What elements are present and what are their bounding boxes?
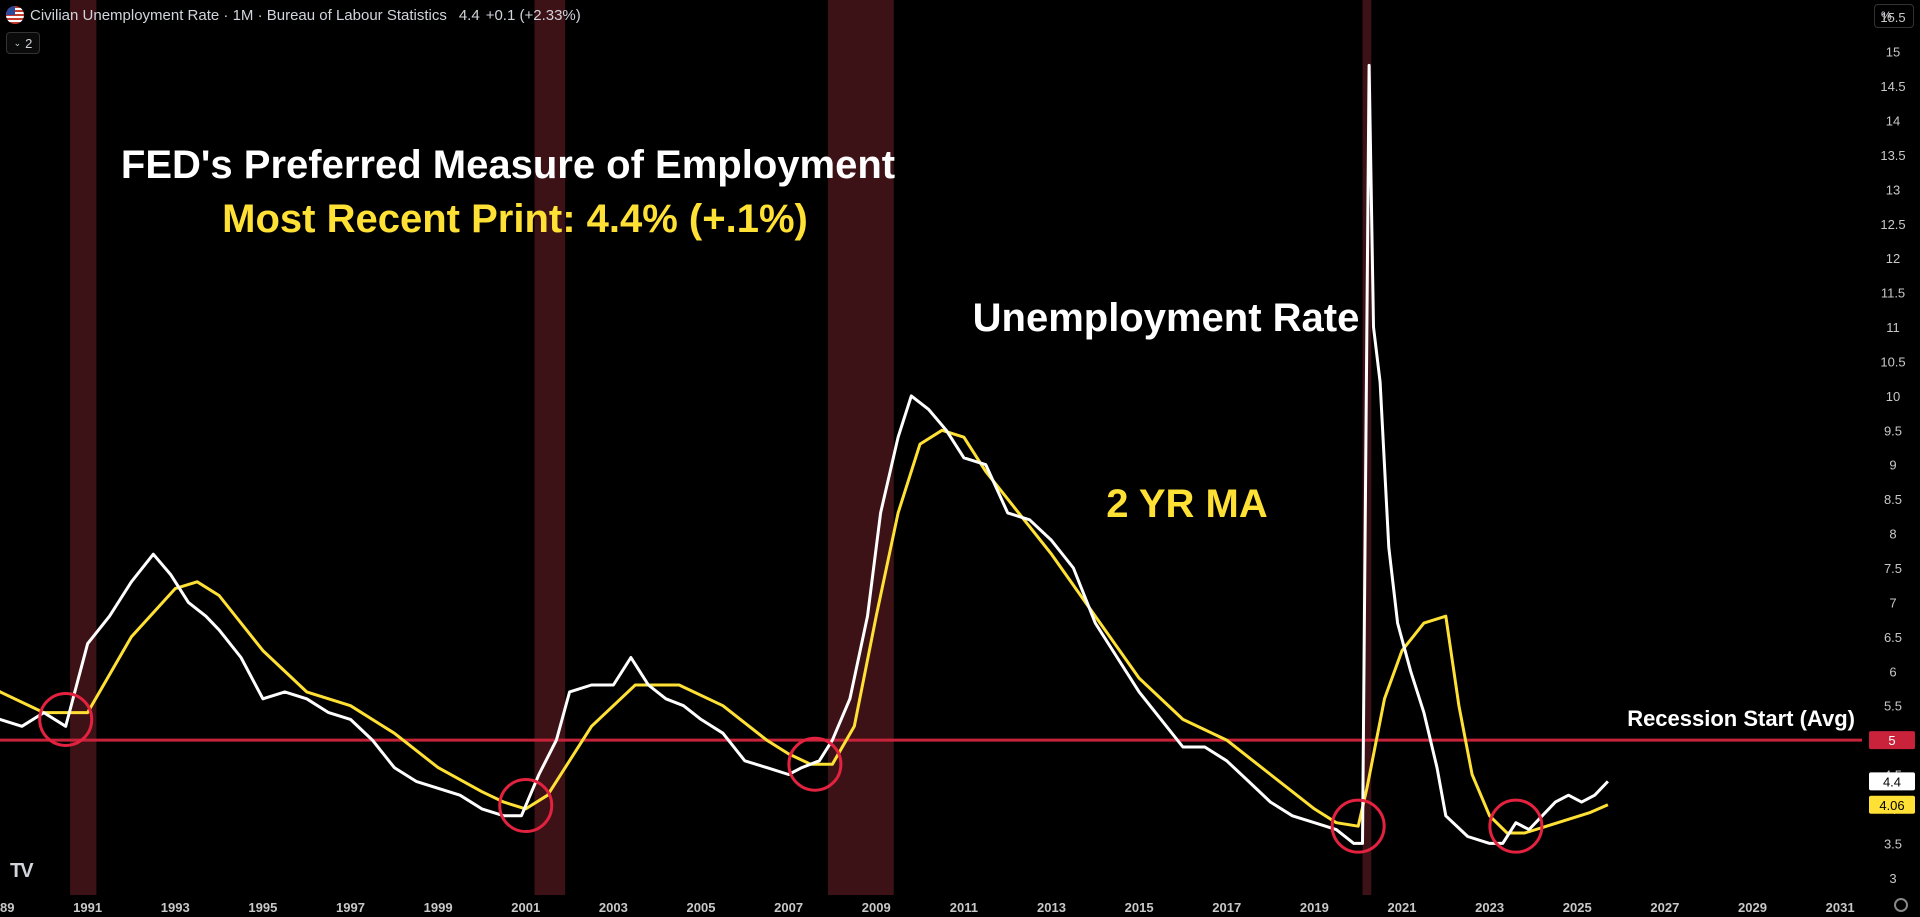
x-tick-label-21: 2031 — [1826, 900, 1855, 915]
subheadline: Most Recent Print: 4.4% (+.1%) — [222, 197, 808, 241]
x-tick-label-3: 1995 — [248, 900, 277, 915]
x-tick-label-0: 1989 — [0, 900, 14, 915]
series-line-1 — [0, 428, 1609, 835]
x-tick-label-14: 2017 — [1212, 900, 1241, 915]
y-tick-label-21: 13.5 — [1880, 148, 1905, 163]
y-tick-label-6: 6 — [1889, 664, 1896, 679]
x-tick-label-2: 1993 — [161, 900, 190, 915]
x-tick-label-13: 2015 — [1125, 900, 1154, 915]
y-tick-label-23: 14.5 — [1880, 79, 1905, 94]
y-tick-label-18: 12 — [1886, 251, 1900, 266]
x-tick-label-19: 2027 — [1650, 900, 1679, 915]
last-change: +0.1 (+2.33%) — [485, 6, 581, 24]
symbol-header[interactable]: Civilian Unemployment Rate · 1M · Bureau… — [6, 4, 581, 26]
x-tick-label-12: 2013 — [1037, 900, 1066, 915]
symbol-title: Civilian Unemployment Rate · 1M · Bureau… — [30, 6, 447, 24]
series-label-ma: 2 YR MA — [1106, 482, 1268, 526]
last-value-tag-ma-text: 4.06 — [1879, 798, 1904, 813]
y-tick-label-1: 3.5 — [1884, 836, 1902, 851]
y-tick-label-12: 9 — [1889, 458, 1896, 473]
y-tick-label-22: 14 — [1886, 113, 1900, 128]
x-tick-label-18: 2025 — [1563, 900, 1592, 915]
y-tick-label-11: 8.5 — [1884, 492, 1902, 507]
y-tick-label-17: 11.5 — [1881, 286, 1905, 301]
last-value-tag-unemployment-bg — [1869, 772, 1915, 791]
marker-circle-1 — [498, 778, 554, 833]
y-tick-label-0: 3 — [1889, 871, 1896, 886]
x-tick-label-16: 2021 — [1388, 900, 1417, 915]
series-group — [0, 63, 1609, 845]
indicators-toggle-button[interactable]: ⌄ 2 — [6, 32, 40, 54]
y-tick-label-16: 11 — [1886, 320, 1900, 335]
scale-percent-button[interactable]: % — [1874, 4, 1914, 28]
y-tick-label-14: 10 — [1886, 389, 1900, 404]
recession-band-1 — [534, 0, 566, 895]
x-tick-label-5: 1999 — [424, 900, 453, 915]
indicator-count: 2 — [25, 35, 33, 51]
us-flag-icon — [6, 6, 24, 24]
y-tick-label-13: 9.5 — [1884, 423, 1902, 438]
reference-value-tag-bg — [1869, 731, 1915, 750]
y-tick-label-25: 15.5 — [1880, 10, 1905, 25]
x-tick-label-8: 2005 — [687, 900, 716, 915]
x-tick-label-15: 2019 — [1300, 900, 1329, 915]
price-tags: 5 4.4 4.06 — [1869, 731, 1915, 814]
reference-value-tag-text: 5 — [1888, 733, 1895, 748]
y-axis: 33.544.555.566.577.588.599.51010.51111.5… — [1880, 10, 1905, 886]
recession-bands — [70, 0, 1372, 895]
recession-band-2 — [828, 0, 894, 895]
gear-icon[interactable] — [1894, 898, 1908, 912]
y-tick-label-7: 6.5 — [1884, 630, 1902, 645]
y-tick-label-24: 15 — [1886, 45, 1900, 60]
last-value: 4.4 — [458, 6, 480, 24]
percent-label: % — [1881, 9, 1892, 23]
recession-line-label: Recession Start (Avg) — [1627, 706, 1855, 731]
y-tick-label-5: 5.5 — [1884, 699, 1902, 714]
x-tick-label-9: 2007 — [774, 900, 803, 915]
x-tick-label-10: 2009 — [862, 900, 891, 915]
x-tick-label-4: 1997 — [336, 900, 365, 915]
x-tick-label-17: 2023 — [1475, 900, 1504, 915]
x-tick-label-1: 1991 — [73, 900, 102, 915]
y-tick-label-9: 7.5 — [1884, 561, 1902, 576]
x-tick-label-6: 2001 — [511, 900, 540, 915]
recession-band-0 — [70, 0, 97, 895]
x-tick-label-7: 2003 — [599, 900, 628, 915]
marker-circle-0 — [38, 691, 94, 747]
y-tick-label-20: 13 — [1886, 182, 1900, 197]
series-label-unemployment: Unemployment Rate — [973, 296, 1360, 340]
y-tick-label-15: 10.5 — [1880, 354, 1905, 369]
headline: FED's Preferred Measure of Employment — [121, 143, 895, 187]
x-tick-label-20: 2029 — [1738, 900, 1767, 915]
marker-circle-2 — [787, 736, 843, 792]
x-tick-label-11: 2011 — [950, 900, 978, 915]
series-line-0 — [0, 63, 1609, 845]
last-value-tag-unemployment-text: 4.4 — [1883, 774, 1901, 789]
y-tick-label-8: 7 — [1889, 595, 1896, 610]
tradingview-logo-icon[interactable]: TV — [10, 860, 34, 882]
marker-circle-3 — [1330, 798, 1386, 854]
y-tick-label-19: 12.5 — [1880, 217, 1905, 232]
marker-circle-4 — [1488, 798, 1544, 854]
y-tick-label-10: 8 — [1889, 527, 1896, 542]
marker-group — [38, 691, 1544, 854]
chevron-down-icon: ⌄ — [13, 37, 22, 48]
x-axis: 1989 1991 1993 1995 1997 1999 2001 2003 2005 2007… — [0, 900, 1855, 915]
last-value-tag-ma-bg — [1869, 795, 1915, 814]
